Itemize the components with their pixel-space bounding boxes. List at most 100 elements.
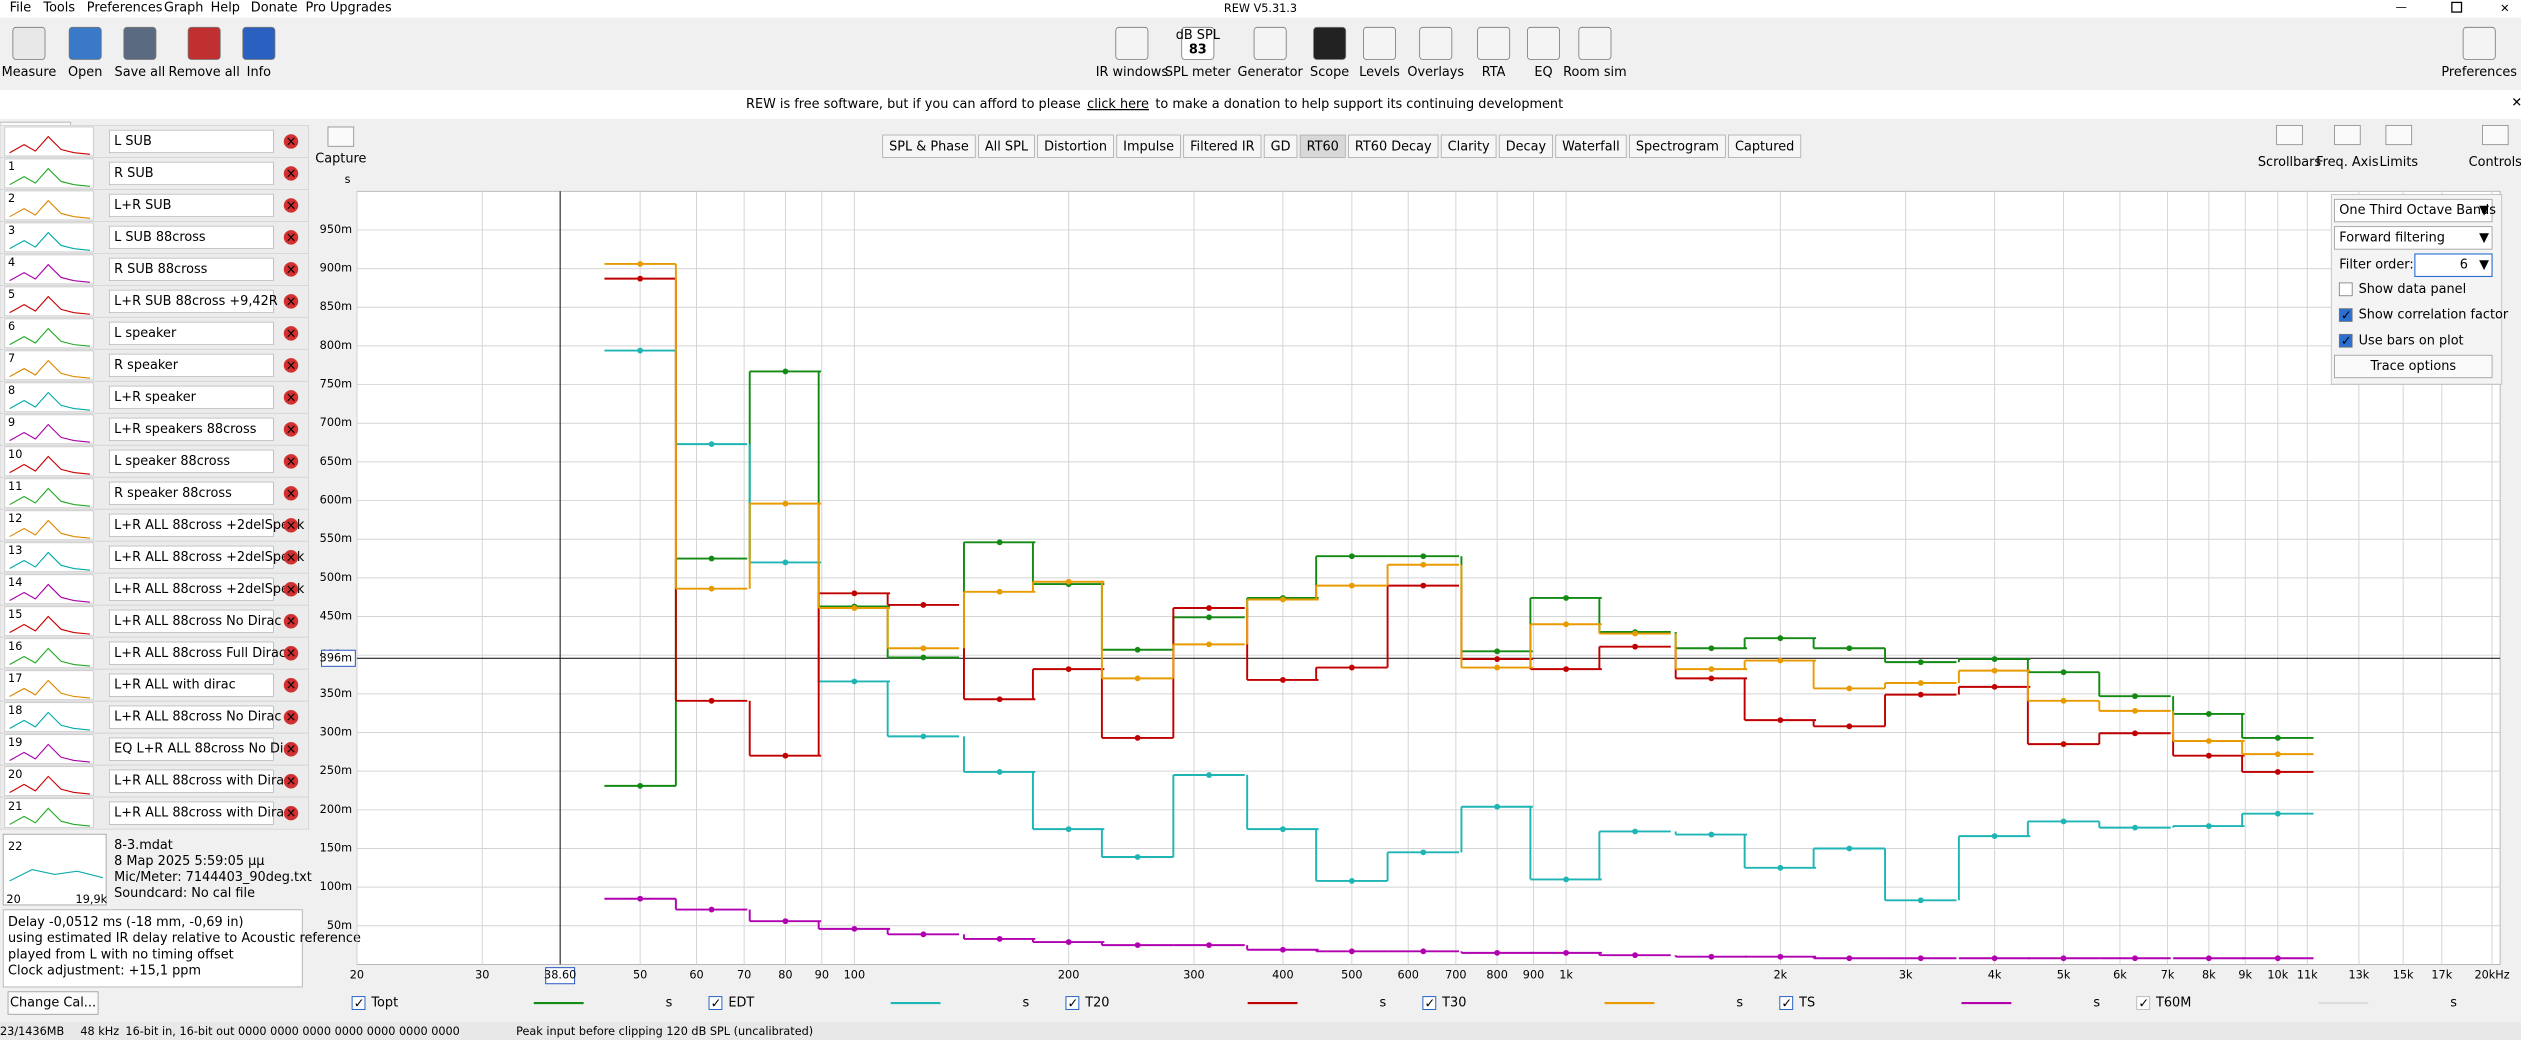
toolbar-label[interactable]: Generator — [1237, 65, 1303, 80]
name-field[interactable] — [109, 577, 274, 601]
name-field[interactable] — [109, 705, 274, 729]
tab[interactable] — [1728, 134, 1802, 158]
measurement-name[interactable]: L+R SUB — [114, 198, 171, 213]
name-field[interactable] — [109, 609, 274, 633]
menu-item[interactable]: Graph — [164, 1, 203, 16]
remove-button[interactable] — [283, 422, 299, 437]
checkbox[interactable] — [2338, 308, 2353, 322]
legend-checkbox[interactable] — [1779, 996, 1794, 1010]
minimize[interactable]: — — [2396, 1, 2407, 14]
menu-item[interactable]: File — [10, 1, 32, 16]
checkbox-label[interactable]: Show data panel — [2359, 282, 2467, 297]
name-field[interactable] — [109, 481, 274, 505]
tab[interactable] — [1440, 134, 1497, 158]
remove-button[interactable] — [283, 518, 299, 533]
banner-link[interactable]: click here — [1087, 97, 1149, 112]
toolbar-label[interactable]: Info — [247, 65, 271, 80]
toolbar-label[interactable]: Save all — [115, 65, 166, 80]
tab-label[interactable]: Impulse — [1123, 140, 1174, 155]
name-field[interactable] — [109, 353, 274, 377]
dropdown[interactable] — [2334, 198, 2493, 223]
name-field[interactable] — [109, 129, 274, 154]
tool-label[interactable]: Freq. Axis — [2316, 155, 2379, 170]
tab-label[interactable]: RT60 Decay — [1355, 140, 1432, 155]
filter-order-value[interactable]: 6 — [2460, 258, 2468, 273]
close[interactable]: ✕ — [2500, 2, 2509, 15]
toolbar-label[interactable]: Scope — [1310, 65, 1349, 80]
toolbar-icon[interactable] — [12, 26, 46, 60]
legend-name[interactable]: Topt — [370, 996, 398, 1011]
remove-button[interactable] — [283, 741, 299, 757]
name-field[interactable] — [109, 417, 274, 441]
menu-item[interactable]: Donate — [251, 1, 298, 16]
menu-item[interactable]: Tools — [42, 1, 75, 16]
measurement-name[interactable]: L+R ALL 88cross with Dirac — [114, 774, 291, 789]
toolbar-icon[interactable] — [1362, 26, 1396, 60]
toolbar-icon[interactable] — [68, 26, 102, 60]
remove-button[interactable] — [283, 678, 299, 693]
measurement-name[interactable]: L speaker — [114, 326, 177, 341]
name-field[interactable] — [109, 225, 274, 249]
name-field[interactable] — [109, 161, 274, 186]
toolbar-icon[interactable] — [1526, 26, 1560, 60]
toolbar-icon[interactable] — [242, 26, 276, 60]
tab[interactable] — [1348, 134, 1439, 158]
measurement-name[interactable]: L+R ALL 88cross No Dirac — [114, 710, 281, 725]
measurement-name[interactable]: L+R ALL 88cross +2delSpeak — [114, 582, 305, 597]
remove-button[interactable] — [283, 486, 299, 501]
close-banner[interactable]: ✕ — [2511, 95, 2521, 110]
toolbar-icon[interactable] — [1181, 26, 1215, 60]
measurement-name[interactable]: L+R speakers 88cross — [114, 422, 257, 437]
trace-options-button[interactable] — [2334, 354, 2493, 379]
remove-button[interactable] — [283, 294, 299, 309]
remove-button[interactable] — [283, 166, 299, 181]
legend-checkbox[interactable] — [1065, 996, 1080, 1010]
remove-button[interactable] — [283, 709, 299, 725]
toolbar-icon[interactable] — [1115, 26, 1149, 60]
toolbar-label[interactable]: Overlays — [1407, 65, 1464, 80]
remove-button[interactable] — [283, 582, 299, 597]
measurement-name[interactable]: R speaker 88cross — [114, 486, 232, 501]
capture-icon[interactable] — [327, 126, 355, 147]
checkbox-label[interactable]: Show correlation factor — [2359, 308, 2509, 323]
measurement-name[interactable]: L+R ALL 88cross +2delSpeak — [114, 518, 305, 533]
tab-label[interactable]: All SPL — [985, 140, 1029, 155]
tab[interactable] — [1629, 134, 1726, 158]
measurement-name[interactable]: L SUB — [114, 134, 152, 149]
toolbar-label[interactable]: Levels — [1359, 65, 1400, 80]
tool-icon[interactable] — [2334, 124, 2361, 146]
name-field[interactable] — [109, 257, 274, 281]
name-field[interactable] — [109, 801, 274, 825]
remove-button[interactable] — [283, 358, 299, 373]
toolbar-icon[interactable] — [1313, 26, 1347, 60]
tab[interactable] — [1116, 134, 1181, 158]
measurement-name[interactable]: EQ L+R ALL 88cross No Dira — [114, 742, 297, 757]
remove-button[interactable] — [283, 805, 299, 821]
toolbar-label[interactable]: EQ — [1534, 65, 1552, 80]
tab-label[interactable]: GD — [1271, 140, 1291, 155]
tab-label[interactable]: Clarity — [1448, 140, 1490, 155]
tool-label[interactable]: Limits — [2380, 155, 2419, 170]
tab-label[interactable]: RT60 — [1307, 140, 1339, 155]
legend-checkbox[interactable] — [2136, 996, 2151, 1010]
toolbar-icon[interactable] — [1578, 26, 1612, 60]
remove-button[interactable] — [283, 326, 299, 341]
menu-item[interactable]: Preferences — [87, 1, 163, 16]
tab-label[interactable]: Decay — [1506, 140, 1547, 155]
tab[interactable] — [882, 134, 976, 158]
tab[interactable] — [1555, 134, 1627, 158]
dropdown-value[interactable]: One Third Octave Bands — [2339, 203, 2496, 218]
checkbox-label[interactable]: Use bars on plot — [2359, 333, 2464, 348]
tab-label[interactable]: Spectrogram — [1636, 140, 1719, 155]
remove-button[interactable] — [283, 646, 299, 661]
remove-button[interactable] — [283, 134, 299, 149]
toolbar-label[interactable]: IR windows — [1096, 65, 1169, 80]
name-field[interactable] — [109, 641, 274, 665]
tab-label[interactable]: Distortion — [1044, 140, 1107, 155]
measurement-name[interactable]: L+R ALL 88cross +2delSpeak — [114, 550, 305, 565]
measurement-name[interactable]: L+R SUB 88cross +9,42R — [114, 294, 278, 309]
measurement-name[interactable]: L+R speaker — [114, 390, 197, 405]
name-field[interactable] — [109, 449, 274, 473]
measurement-name[interactable]: R SUB 88cross — [114, 262, 208, 277]
measurement-name[interactable]: L+R ALL 88cross No Dirac — [114, 614, 281, 629]
